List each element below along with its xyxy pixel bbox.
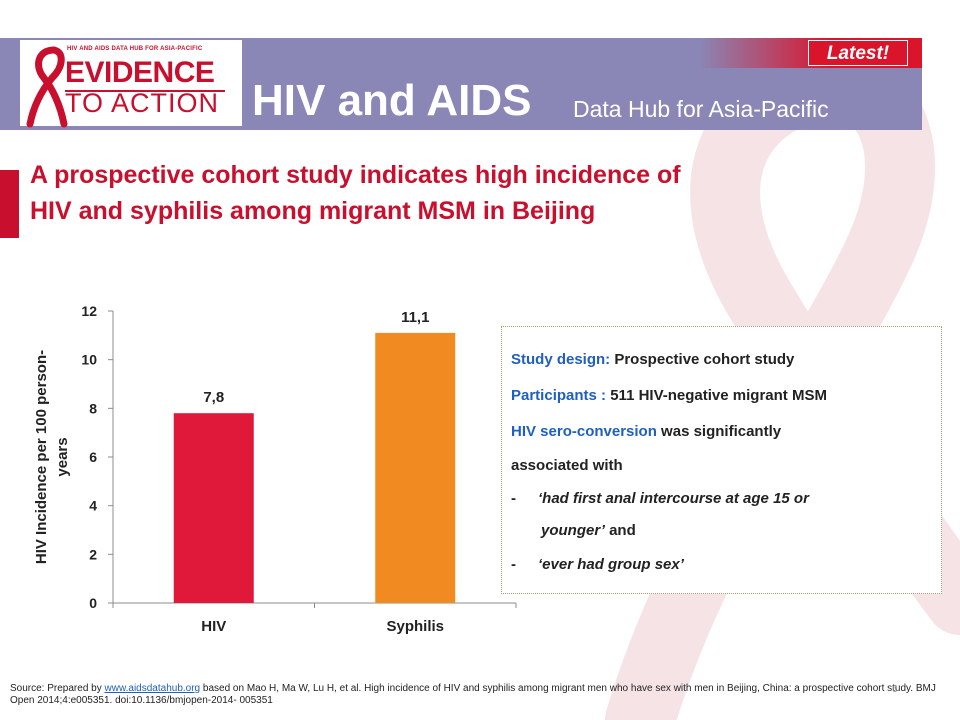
source-note: Source: Prepared by www.aidsdatahub.org … [10,683,940,707]
bullet-2-dash: - [511,556,516,573]
y-tick-label: 6 [89,449,97,465]
source-link[interactable]: www.aidsdatahub.org [104,683,201,694]
associated-line: associated with [511,457,623,474]
participants-separator: : [596,387,607,404]
source-prefix: Source: Prepared by [10,683,105,694]
bullet-2: - ‘ever had group sex’ [511,556,684,573]
y-tick-label: 0 [89,595,97,611]
logo-to-action: TO ACTION [65,88,220,118]
bullet-1-continuation: younger’ and [541,522,636,539]
headline-marker [0,170,19,238]
bar-syphilis [375,332,456,603]
data-label: 7,8 [203,389,224,406]
study-design-value: Prospective cohort study [610,351,795,368]
seroconversion-label: HIV sero-conversion [511,423,657,440]
y-tick-label: 4 [89,498,97,514]
y-tick-label: 12 [81,303,97,319]
headline-line-1: A prospective cohort study indicates hig… [30,161,681,189]
y-axis-label-line-2: years [54,437,71,476]
seroconversion-text: was significantly [656,423,782,440]
y-tick-label: 8 [89,400,97,416]
bullet-2-text: ‘ever had group sex’ [538,556,684,573]
y-axis-label-line-1: HIV Incidence per 100 person- [33,350,50,564]
x-tick-label: HIV [201,618,226,635]
study-design-line: Study design: Prospective cohort study [511,351,794,368]
source-citation: based on Mao H, Ma W, Lu H, et al. High … [10,683,936,706]
red-ribbon-icon [26,46,68,128]
study-design-label: Study design: [511,351,611,368]
logo-evidence: EVIDENCE [65,56,215,89]
participants-line: Participants : 511 HIV-negative migrant … [511,387,827,404]
y-tick-label: 2 [89,546,97,562]
bullet-1-cont-text: younger’ [541,522,605,539]
data-label: 11,1 [401,309,429,326]
logo-divider [65,90,225,92]
hub-title: HIV and AIDS [252,76,532,125]
y-tick-label: 10 [81,352,97,368]
bullet-1-and: and [604,522,636,539]
x-tick-label: Syphilis [386,618,444,635]
bar-hiv [173,413,254,603]
bullet-1-dash: - [511,490,516,507]
hub-subtitle: Data Hub for Asia-Pacific [573,96,829,122]
slide-headline: A prospective cohort study indicates hig… [30,157,910,229]
participants-value: 511 HIV-negative migrant MSM [606,387,827,404]
page-number: 6 [892,684,898,695]
seroconversion-line: HIV sero-conversion was significantly [511,423,781,440]
latest-button[interactable]: Latest! [808,40,908,66]
participants-label: Participants [511,387,597,404]
study-info-box [501,326,942,594]
bullet-1: - ‘had first anal intercourse at age 15 o… [511,490,809,507]
headline-line-2: HIV and syphilis among migrant MSM in Be… [30,197,596,225]
bullet-1-text: ‘had first anal intercourse at age 15 or [538,490,809,507]
logo-tagline: HIV AND AIDS DATA HUB FOR ASIA-PACIFIC [67,46,203,52]
